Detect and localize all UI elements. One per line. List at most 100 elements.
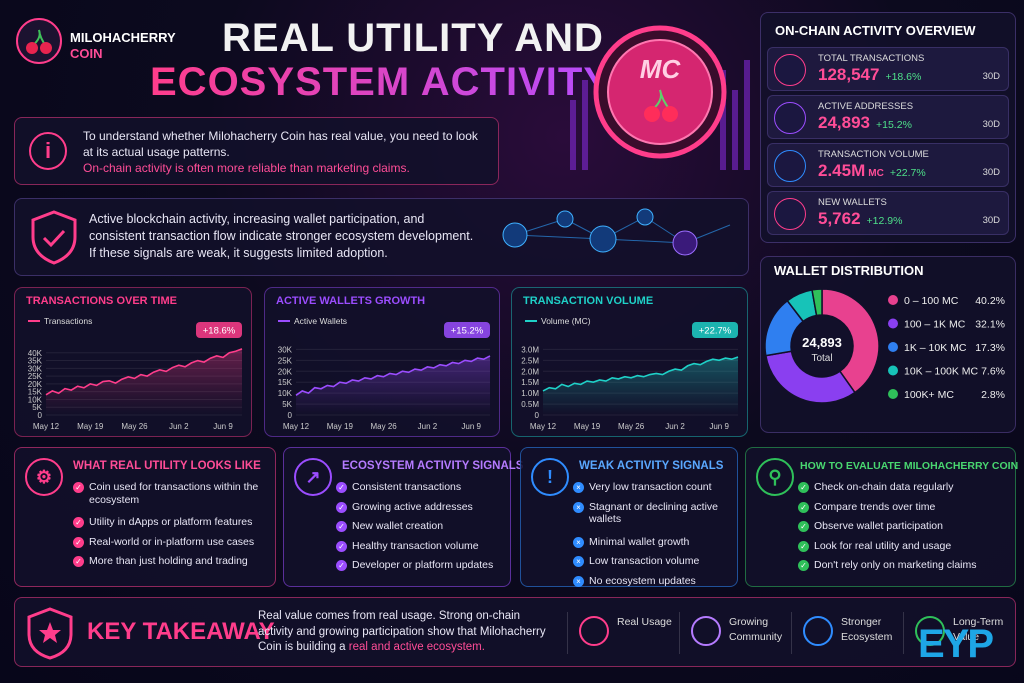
chart-title: ACTIVE WALLETS GROWTH [276, 295, 425, 307]
y-tick-label: 2.0M [521, 367, 539, 376]
x-tick-label: Jun 2 [665, 422, 685, 431]
card-item: ✓ Consistent transactions [336, 481, 494, 494]
brand-name: MILOHACHERRY [70, 30, 176, 45]
x-tick-label: Jun 9 [213, 422, 233, 431]
card-item: ✓ Don't rely only on marketing claims [798, 559, 999, 572]
network-graphic [502, 208, 731, 256]
legend-swatch [888, 318, 898, 329]
card: ↗ ECOSYSTEM ACTIVITY SIGNALS ✓ Consistent t… [283, 447, 523, 587]
y-tick-label: 0 [38, 411, 43, 420]
card: ⚲ HOW TO EVALUATE MILOHACHERRY COIN ✓ Check… [745, 447, 1019, 587]
graphic [672, 230, 698, 256]
y-tick-label: 20K [28, 380, 43, 389]
card-item: ✓ New wallet creation [336, 520, 494, 533]
card-item: ✓ Growing active addresses [336, 501, 494, 514]
y-tick-label: 0 [288, 411, 293, 420]
legend-label: Transactions [44, 316, 92, 326]
x-tick-label: May 19 [77, 422, 104, 431]
overview-value: 2.45M [818, 161, 866, 180]
overview-value-line: 2.45M MC +22.7% [818, 161, 926, 181]
wallets-chart: ACTIVE WALLETS GROWTH Active Wallets +15.2… [264, 287, 500, 437]
takeaway-text: Real value comes from real usage. Strong… [258, 609, 558, 656]
graphic [514, 234, 604, 240]
volume-chart: TRANSACTION VOLUME Volume (MC) +22.7% 0 0.5M… [511, 287, 748, 437]
brand-sub: COIN [70, 46, 103, 61]
intro-highlight: On-chain activity is often more reliable… [83, 161, 410, 176]
card-item-text: Compare trends over time [814, 500, 936, 513]
check-icon: ✓ [336, 521, 347, 532]
y-tick-label: 40K [28, 349, 43, 358]
card-item-text: Check on-chain data regularly [814, 481, 954, 493]
pie-slice [821, 288, 880, 394]
graphic [556, 210, 574, 228]
graphic [570, 100, 576, 170]
title-line-2: ECOSYSTEM ACTIVITY [150, 60, 612, 104]
card-item: × Minimal wallet growth [573, 536, 721, 549]
x-tick-label: Jun 2 [169, 422, 189, 431]
legend-label: 100 – 1K MC [904, 319, 966, 331]
check-icon: ✓ [798, 540, 809, 552]
card-item: ✓ More than just holding and trading [73, 555, 265, 568]
info-icon: i [29, 132, 67, 170]
graphic [26, 42, 38, 54]
overview-period: 30D [982, 119, 1000, 130]
pie-slice [811, 288, 823, 317]
takeaway-icon [691, 616, 721, 646]
card-item-text: Stagnant or declining active wallets [589, 500, 718, 526]
card-title: HOW TO EVALUATE MILOHACHERRY COIN [800, 460, 1019, 472]
graphic [39, 622, 61, 643]
legend-swatch [888, 295, 898, 305]
graphic [502, 222, 528, 248]
x-tick-label: May 26 [370, 422, 397, 431]
overview-period: 30D [982, 215, 1000, 226]
card-item-text: More than just holding and trading [89, 555, 248, 567]
y-tick-label: 10K [28, 395, 43, 404]
graphic [720, 70, 726, 170]
graphic [514, 216, 731, 244]
graphic [732, 90, 738, 170]
y-tick-label: 30K [278, 345, 293, 354]
overview-row: NEW WALLETS 5,762 +12.9% 30D [767, 191, 1009, 235]
card: ! WEAK ACTIVITY SIGNALS × Very low transact… [520, 447, 738, 587]
overview-icon [774, 198, 806, 230]
annotation-badge [692, 322, 738, 338]
y-tick-label: 35K [28, 357, 43, 366]
card-item: ✓ Real-world or in-platform use cases [73, 536, 265, 549]
takeaway-panel: KEY TAKEAWAY Real value comes from real … [14, 597, 1016, 667]
x-tick-label: May 19 [327, 422, 354, 431]
y-tick-label: 25K [278, 356, 293, 365]
overview-change: +12.9% [866, 215, 903, 227]
x-tick-label: Jun 9 [709, 422, 729, 431]
card-item: × Stagnant or declining active wallets [573, 501, 721, 526]
y-tick-label: 3.0M [521, 345, 539, 354]
check-icon: ✓ [73, 517, 84, 528]
overview-label: TOTAL TRANSACTIONS [818, 53, 925, 64]
takeaway-icon [27, 607, 73, 660]
y-tick-label: 0.5M [521, 400, 539, 409]
chart-title: WALLET DISTRIBUTION [774, 263, 924, 278]
coin-label: MC [640, 54, 682, 84]
card-item-text: Coin used for transactions within the ec… [89, 481, 259, 506]
card-item-text: Don't rely only on marketing claims [814, 559, 977, 571]
title-line-1: REAL UTILITY AND [222, 16, 604, 60]
y-tick-label: 5K [282, 400, 292, 409]
check-icon: ✓ [336, 540, 347, 552]
legend-label: 100K+ MC [904, 389, 954, 401]
takeaway-icon [803, 616, 833, 646]
chart-title: TRANSACTION VOLUME [523, 295, 653, 307]
signals-text: Active blockchain activity, increasing w… [89, 212, 474, 260]
card-item-text: Very low transaction count [589, 481, 712, 493]
annotation-badge [444, 322, 490, 338]
legend-swatch [888, 389, 898, 399]
card-item: ✓ Look for real utility and usage [798, 540, 999, 553]
overview-unit: MC [868, 168, 884, 179]
x-tick-label: May 12 [33, 422, 60, 431]
check-icon: ✓ [336, 560, 347, 571]
intro-text: To understand whether Milohacherry Coin … [83, 128, 483, 177]
card-title: ECOSYSTEM ACTIVITY SIGNALS [342, 460, 524, 472]
y-tick-label: 1.0M [521, 389, 539, 398]
takeaway-icon-label: Stronger Ecosystem [841, 616, 893, 643]
legend-label: 10K – 100K MC [904, 366, 979, 378]
takeaway-icon-label: Real Usage [617, 616, 672, 628]
